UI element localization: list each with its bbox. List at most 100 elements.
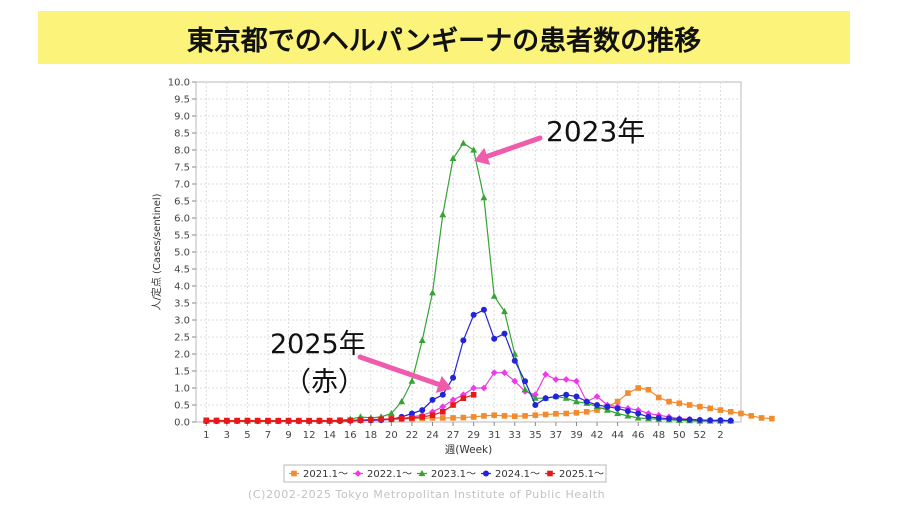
series-20251-point xyxy=(429,412,436,418)
series-20241-point xyxy=(624,408,631,415)
copyright-notice: (C)2002-2025 Tokyo Metropolitan Institut… xyxy=(248,488,606,501)
series-20231-point xyxy=(459,139,467,146)
y-tick-label: 1.5 xyxy=(174,367,190,378)
series-20231-point xyxy=(573,398,580,405)
x-tick-label: 50 xyxy=(673,430,686,441)
legend-20211-marker xyxy=(291,470,297,477)
x-tick-label: 5 xyxy=(244,430,250,441)
series-20251-point xyxy=(265,417,271,424)
series-20251-point xyxy=(419,414,426,420)
series-20241-point xyxy=(429,396,436,403)
series-20211-point xyxy=(573,410,580,416)
series-20211-point xyxy=(645,386,652,393)
series-20251-point xyxy=(409,415,415,421)
series-20221-point xyxy=(490,369,498,377)
series-20241-point xyxy=(480,306,487,313)
y-tick-label: 4.0 xyxy=(174,282,190,293)
series-20221-point xyxy=(439,403,447,411)
series-20211-point xyxy=(522,413,528,419)
series-20251-point xyxy=(368,416,374,423)
x-tick-label: 18 xyxy=(364,430,377,441)
series-20241-point xyxy=(542,395,549,402)
series-20241-point xyxy=(460,337,467,344)
series-20231-point xyxy=(490,292,498,299)
series-20251-point xyxy=(347,417,354,424)
series-20231-point xyxy=(398,398,406,405)
series-20231-point xyxy=(521,386,529,393)
x-tick-label: 52 xyxy=(694,430,707,441)
x-tick-label: 35 xyxy=(529,430,542,441)
series-20231-point xyxy=(634,414,642,421)
x-tick-label: 39 xyxy=(570,430,583,441)
series-20251-point xyxy=(244,417,251,424)
legend-20251-label: 2025.1～ xyxy=(559,469,604,480)
annotation-2025: 2025年 （赤） xyxy=(270,326,366,402)
x-tick-label: 2 xyxy=(717,430,723,441)
series-20251-point xyxy=(388,416,395,422)
series-20221-point xyxy=(573,377,580,385)
series-20241-point xyxy=(470,311,477,318)
x-tick-label: 27 xyxy=(447,430,460,441)
series-20251-point xyxy=(316,417,323,424)
series-20211-point xyxy=(491,412,498,418)
series-20251-point xyxy=(285,417,292,424)
series-20211-point xyxy=(686,402,693,408)
arrow-2023 xyxy=(474,135,543,165)
series-20221-point xyxy=(542,371,550,378)
series-20211-point xyxy=(553,411,559,417)
series-20241-point xyxy=(655,414,662,421)
series-20211-point xyxy=(748,413,755,419)
series-20211-point xyxy=(727,409,734,415)
series-20251-point xyxy=(439,409,446,415)
series-20211-point xyxy=(583,409,590,415)
series-20231-point xyxy=(387,409,395,417)
series-20241-point xyxy=(573,393,580,400)
series-20211-point xyxy=(470,414,477,420)
series-20231-point xyxy=(418,336,426,343)
series-20231-point xyxy=(624,412,632,419)
series-20211-point xyxy=(460,414,467,421)
y-tick-label: 6.5 xyxy=(174,197,190,208)
series-20241-point xyxy=(522,378,529,385)
x-tick-label: 29 xyxy=(467,430,480,441)
series-20251-point xyxy=(234,417,240,424)
series-20241-point xyxy=(645,413,652,420)
x-tick-label: 37 xyxy=(550,430,563,441)
series-20211-point xyxy=(697,403,703,410)
y-tick-label: 7.0 xyxy=(174,180,190,191)
series-20241-point xyxy=(604,403,611,410)
x-tick-label: 9 xyxy=(285,430,291,441)
series-20241-point xyxy=(614,405,621,412)
series-20231-point xyxy=(531,394,539,401)
x-tick-label: 20 xyxy=(385,430,398,441)
x-tick-label: 12 xyxy=(303,430,316,441)
series-20211-point xyxy=(635,385,641,391)
y-tick-label: 5.5 xyxy=(174,231,190,242)
y-tick-label: 0.5 xyxy=(174,401,190,412)
series-20241-point xyxy=(552,393,559,400)
x-tick-label: 31 xyxy=(488,430,501,441)
series-20231-point xyxy=(614,409,622,417)
legend-20221-label: 2022.1～ xyxy=(367,469,412,480)
x-tick-label: 7 xyxy=(265,430,271,441)
series-20211-point xyxy=(501,413,508,419)
series-20241-point xyxy=(408,410,415,417)
y-tick-label: 8.5 xyxy=(174,129,190,140)
series-20241-point xyxy=(676,416,683,423)
series-20251-point xyxy=(296,417,302,424)
series-20211-point xyxy=(511,413,518,420)
series-20241-point xyxy=(727,417,734,424)
series-20211-point xyxy=(769,415,775,422)
series-20211-point xyxy=(738,410,744,417)
x-tick-label: 22 xyxy=(406,430,419,441)
series-20251-point xyxy=(450,402,456,408)
x-tick-label: 14 xyxy=(323,430,336,441)
series-20251-point xyxy=(254,417,261,424)
series-20251-point xyxy=(470,392,477,398)
x-tick-label: 1 xyxy=(203,430,209,441)
title-banner: 東京都でのヘルパンギーナの患者数の推移 xyxy=(38,11,850,64)
legend-20221-marker xyxy=(354,470,362,477)
series-20231-point xyxy=(429,289,436,296)
series-20211-point xyxy=(625,390,631,396)
